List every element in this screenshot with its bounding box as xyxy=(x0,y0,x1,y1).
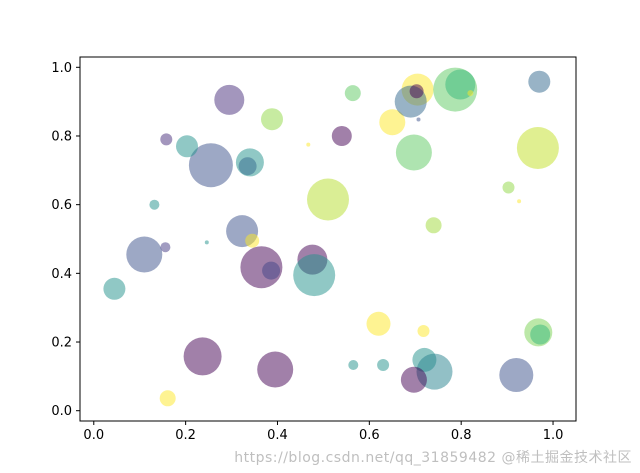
x-tick-label: 0.6 xyxy=(359,428,380,443)
scatter-point xyxy=(261,108,283,131)
scatter-point xyxy=(409,84,424,99)
scatter-point xyxy=(257,351,294,388)
scatter-point xyxy=(528,70,551,93)
y-tick-label: 0.2 xyxy=(51,336,72,351)
axis-ticks: 0.0 0.2 0.4 0.6 0.8 1.0 0.0 0.2 0.4 0.6 0.8 1.0 xyxy=(51,61,563,443)
scatter-point xyxy=(425,217,442,234)
scatter-point xyxy=(245,233,260,248)
scatter-point xyxy=(160,242,171,253)
scatter-point xyxy=(344,85,361,102)
scatter-point xyxy=(516,127,559,169)
scatter-point xyxy=(502,181,515,194)
y-tick-label: 0.0 xyxy=(51,404,72,419)
scatter-point xyxy=(417,325,430,337)
scatter-point xyxy=(467,90,474,97)
scatter-point xyxy=(293,254,336,297)
scatter-point xyxy=(331,126,352,146)
scatter-point xyxy=(530,324,551,345)
scatter-point xyxy=(159,390,176,407)
y-tick-label: 0.8 xyxy=(51,129,72,144)
plot-frame xyxy=(79,56,577,422)
scatter-point xyxy=(214,84,245,115)
scatter-point xyxy=(238,157,257,176)
y-tick-label: 0.6 xyxy=(51,198,72,213)
y-tick-label: 1.0 xyxy=(51,61,72,76)
scatter-point xyxy=(176,135,198,158)
scatter-point xyxy=(262,261,281,280)
scatter-point xyxy=(377,359,390,371)
x-tick-label: 0.0 xyxy=(83,428,104,443)
scatter-point xyxy=(416,117,421,122)
points-layer xyxy=(103,67,559,407)
scatter-point xyxy=(126,236,163,273)
scatter-point xyxy=(517,199,522,204)
scatter-point xyxy=(400,366,427,393)
watermark: https://blog.csdn.net/qq_31859482 @稀土掘金技… xyxy=(234,450,632,466)
scatter-point xyxy=(348,360,359,370)
scatter-point xyxy=(188,143,233,188)
scatter-point xyxy=(366,311,391,336)
scatter-point xyxy=(160,133,173,146)
scatter-point xyxy=(149,199,160,210)
x-tick-label: 0.8 xyxy=(451,428,472,443)
x-tick-label: 0.2 xyxy=(175,428,196,443)
scatter-point xyxy=(306,142,311,147)
x-tick-label: 1.0 xyxy=(543,428,564,443)
scatter-point xyxy=(379,109,406,136)
y-tick-label: 0.4 xyxy=(51,267,72,282)
scatter-point xyxy=(307,178,349,221)
scatter-point xyxy=(103,277,126,300)
x-tick-label: 0.4 xyxy=(267,428,288,443)
scatter-point xyxy=(395,134,432,171)
plot-area-background xyxy=(80,57,576,421)
scatter-point xyxy=(183,337,222,376)
scatter-point xyxy=(204,240,209,245)
scatter-point xyxy=(499,358,534,392)
